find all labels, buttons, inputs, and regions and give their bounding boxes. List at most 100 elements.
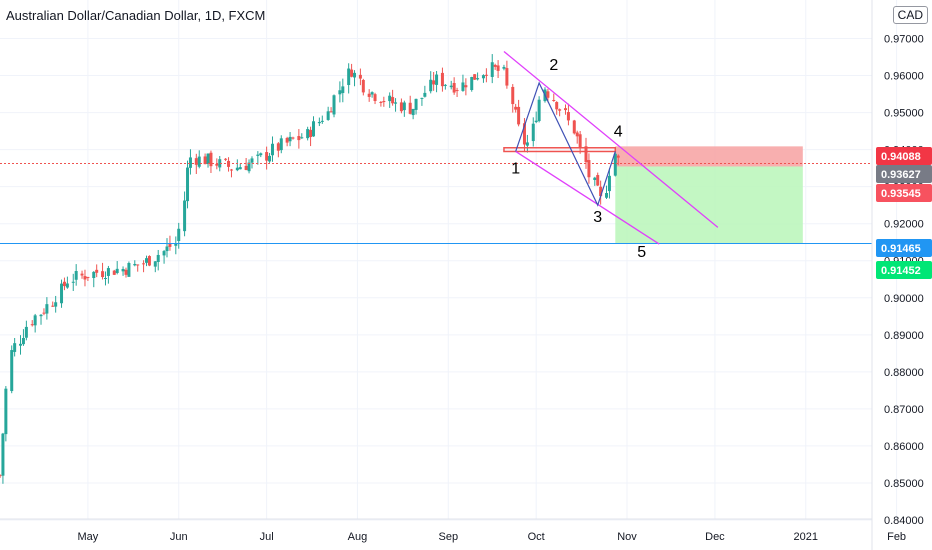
candle-body (584, 146, 588, 163)
wave-label: 3 (593, 209, 602, 226)
candle-body (121, 268, 125, 272)
price-tick-label: 0.86000 (884, 441, 924, 453)
candle-body (455, 90, 459, 92)
candle-body (24, 326, 28, 338)
candle-body (39, 314, 43, 317)
candle-body (80, 273, 84, 276)
candle-body (558, 109, 562, 111)
price-tick-label: 0.88000 (884, 367, 924, 379)
candle-body (224, 158, 228, 160)
candle-body (429, 79, 433, 92)
candlestick-series (0, 54, 620, 484)
candle-body (452, 83, 456, 93)
candle-body (578, 134, 582, 148)
candle-body (332, 95, 336, 115)
candle-body (563, 108, 567, 111)
candle-body (186, 167, 190, 202)
candle-body (33, 315, 37, 326)
candle-body (124, 269, 128, 275)
candle-body (54, 302, 58, 307)
candle-body (268, 155, 272, 162)
candle-body (341, 86, 345, 94)
candle-body (309, 129, 313, 138)
candle-body (209, 152, 213, 167)
candle-body (10, 350, 14, 392)
candle-body (326, 111, 330, 120)
candle-body (285, 137, 289, 143)
candle-body (391, 97, 395, 104)
time-tick-label: Aug (348, 531, 368, 543)
candle-body (71, 281, 75, 283)
currency-badge[interactable]: CAD (892, 6, 928, 24)
candle-body (607, 175, 611, 192)
candle-body (174, 243, 178, 246)
candle-body (86, 276, 90, 278)
candle-body (156, 254, 160, 262)
candle-body (338, 90, 342, 95)
candle-body (347, 68, 351, 86)
candle-body (215, 163, 219, 166)
candle-body (358, 74, 362, 79)
candle-body (443, 84, 447, 86)
price-tick-label: 0.87000 (884, 404, 924, 416)
candle-body (361, 79, 365, 93)
candle-body (276, 143, 280, 151)
candle-body (373, 94, 377, 102)
chart-title: Australian Dollar/Canadian Dollar, 1D, F… (6, 8, 266, 23)
candle-body (147, 256, 151, 266)
candle-body (95, 269, 99, 273)
candle-body (411, 108, 415, 116)
wave-label: 1 (511, 161, 520, 178)
candle-body (206, 153, 210, 165)
candle-body (470, 76, 474, 91)
candle-body (367, 93, 371, 97)
candle-body (440, 72, 444, 87)
time-tick-label: Dec (705, 531, 725, 543)
candle-body (259, 153, 263, 156)
candle-body (432, 80, 436, 85)
candle-body (247, 162, 251, 172)
candle-body (379, 101, 383, 103)
candle-body (481, 75, 485, 79)
price-tag-label: 0.94088 (881, 151, 921, 163)
candle-body (238, 167, 242, 170)
candle-body (402, 102, 406, 111)
price-tag-current (876, 165, 932, 183)
price-tag-stop (876, 147, 932, 165)
candle-body (197, 156, 201, 167)
price-tick-label: 0.85000 (884, 478, 924, 490)
candle-body (45, 304, 49, 314)
candle-body (1, 433, 5, 476)
candle-body (165, 246, 169, 252)
price-tag-horizontal-line (876, 239, 932, 257)
candle-body (19, 343, 23, 346)
candle-body (115, 268, 119, 273)
candle-body (616, 155, 620, 158)
candle-body (496, 65, 500, 71)
candle-body (370, 92, 374, 95)
candle-body (235, 167, 239, 171)
candle-body (65, 283, 69, 288)
candle-body (177, 228, 181, 242)
price-tag-entry (876, 184, 932, 202)
candle-body (0, 475, 2, 477)
candle-body (42, 312, 46, 314)
price-tick-label: 0.84000 (884, 515, 924, 527)
candle-body (127, 262, 131, 277)
candle-body (256, 154, 260, 156)
candle-body (575, 132, 579, 137)
time-axis: May Jun Jul Aug Sep Oct Nov Dec 2021 Feb (0, 518, 906, 543)
candle-body (168, 243, 172, 247)
candle-body (306, 129, 310, 139)
candle-body (203, 156, 207, 165)
price-tags: 0.94088 0.93627 0.93545 0.91465 0.91452 (876, 147, 932, 279)
candle-body (162, 251, 166, 256)
candle-body (473, 74, 477, 80)
candle-body (270, 143, 274, 156)
candle-body (291, 137, 295, 139)
candle-body (572, 120, 576, 134)
candle-body (133, 263, 137, 266)
price-tick-label: 0.96000 (884, 71, 924, 83)
time-tick-label: May (78, 531, 99, 543)
